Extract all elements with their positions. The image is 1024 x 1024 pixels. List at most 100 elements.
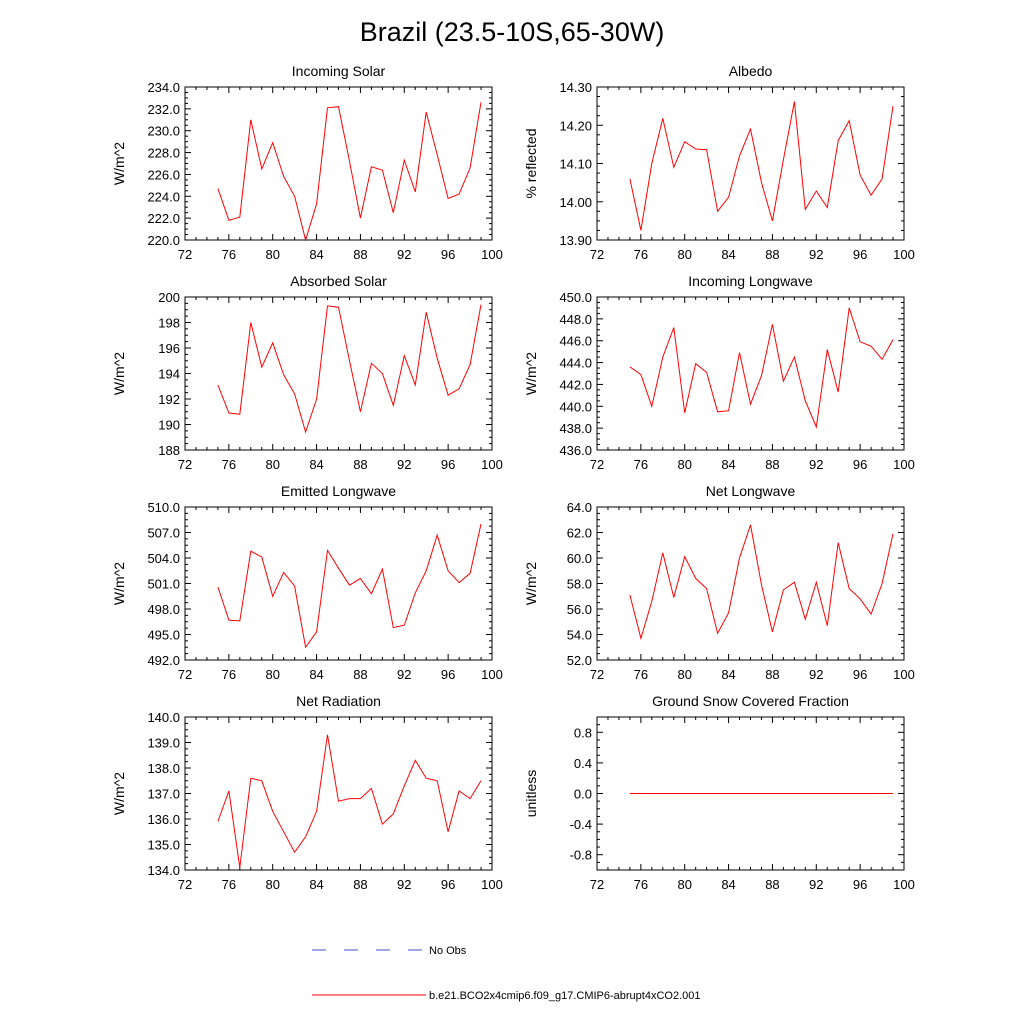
y-tick-label: 498.0 [147,602,180,617]
x-tick-label: 92 [397,877,411,892]
y-tick-label: 198 [158,316,180,331]
x-tick-label: 72 [178,247,192,262]
panel-title: Net Longwave [706,483,796,499]
x-tick-label: 100 [893,667,915,682]
x-tick-label: 96 [441,247,455,262]
y-tick-label: 0.0 [574,787,592,802]
panel-ground-snow-covered-fraction: Ground Snow Covered Fraction 72 76 80 84 88 92… [523,693,915,892]
x-tick-label: 88 [353,247,367,262]
y-tick-label: -0.4 [570,817,592,832]
plot-frame [596,506,905,661]
y-tick-label: 501.0 [147,577,180,592]
x-tick-label: 88 [353,457,367,472]
y-tick-label: 52.0 [567,653,592,668]
x-tick-label: 80 [677,877,691,892]
x-tick-label: 92 [809,247,823,262]
plot-frame [184,86,493,241]
y-tick-label: 13.90 [559,233,592,248]
x-tick-label: 84 [721,667,735,682]
panel-title: Absorbed Solar [290,273,387,289]
panel-title: Albedo [729,63,773,79]
y-tick-label: 194 [158,367,180,382]
plot-frame [184,296,493,451]
x-tick-label: 80 [677,247,691,262]
x-tick-label: 76 [222,667,236,682]
panel-title: Emitted Longwave [281,483,396,499]
panel-emitted-longwave: Emitted Longwave 72 76 80 84 88 92 96 100 492.0 49… [111,483,503,682]
y-tick-label: 0.8 [574,725,592,740]
y-axis-label: W/m^2 [111,352,127,395]
y-tick-label: 230.0 [147,124,180,139]
y-axis-label: W/m^2 [111,142,127,185]
y-tick-label: 192 [158,392,180,407]
y-tick-label: 135.0 [147,838,180,853]
x-tick-label: 80 [265,667,279,682]
x-tick-label: 76 [222,247,236,262]
series-line [217,734,482,868]
x-tick-label: 92 [809,877,823,892]
y-tick-label: 14.20 [559,118,592,133]
x-tick-label: 96 [853,667,867,682]
panel-title: Net Radiation [296,693,381,709]
panel-title: Incoming Longwave [688,273,813,289]
y-tick-label: 492.0 [147,653,180,668]
x-tick-label: 88 [765,247,779,262]
x-tick-label: 96 [441,877,455,892]
panel-incoming-solar: Incoming Solar 72 76 80 84 88 92 96 100 220.0 222.… [111,63,503,262]
x-tick-label: 80 [677,457,691,472]
series-line [629,524,894,641]
x-tick-label: 100 [481,457,503,472]
x-tick-label: 88 [765,877,779,892]
x-tick-label: 80 [265,877,279,892]
x-tick-label: 84 [721,247,735,262]
x-tick-label: 100 [481,877,503,892]
x-tick-label: 84 [309,457,323,472]
figure-title: Brazil (23.5-10S,65-30W) [360,17,665,47]
y-tick-label: 190 [158,418,180,433]
x-tick-label: 96 [441,457,455,472]
series-line [217,523,482,649]
x-tick-label: 100 [893,877,915,892]
panel-absorbed-solar: Absorbed Solar 72 76 80 84 88 92 96 100 188 190 192… [111,273,503,472]
panel-albedo: Albedo 72 76 80 84 88 92 96 100 13.90 14.00 14.10 14… [523,63,915,262]
legend: No Obs b.e21.BCO2x4cmip6.f09_g17.CMIP6-a… [312,945,701,1002]
y-tick-label: 137.0 [147,787,180,802]
y-tick-label: 14.30 [559,80,592,95]
y-tick-label: 234.0 [147,80,180,95]
y-tick-label: 442.0 [559,377,592,392]
x-tick-label: 96 [853,247,867,262]
x-tick-label: 92 [809,667,823,682]
x-tick-label: 84 [721,457,735,472]
y-tick-label: 56.0 [567,602,592,617]
y-tick-label: 224.0 [147,189,180,204]
panel-title: Incoming Solar [292,63,386,79]
y-tick-label: 436.0 [559,443,592,458]
y-tick-label: 507.0 [147,526,180,541]
x-tick-label: 80 [677,667,691,682]
x-tick-label: 96 [853,457,867,472]
x-tick-label: 84 [309,877,323,892]
y-tick-label: 504.0 [147,551,180,566]
y-tick-label: 446.0 [559,334,592,349]
x-tick-label: 92 [809,457,823,472]
x-tick-label: 96 [853,877,867,892]
y-tick-label: 228.0 [147,146,180,161]
x-tick-label: 80 [265,247,279,262]
x-tick-label: 72 [178,667,192,682]
plot-frame [184,716,493,871]
x-tick-label: 76 [634,877,648,892]
y-axis-label: W/m^2 [523,562,539,605]
x-tick-label: 88 [765,667,779,682]
x-tick-label: 76 [634,457,648,472]
y-tick-label: 62.0 [567,526,592,541]
y-tick-label: 495.0 [147,628,180,643]
x-tick-label: 72 [590,247,604,262]
plot-frame [596,296,905,451]
x-tick-label: 80 [265,457,279,472]
series-line [217,304,482,434]
x-tick-label: 92 [397,667,411,682]
x-tick-label: 88 [353,877,367,892]
legend-label-no-obs: No Obs [429,945,467,957]
y-tick-label: 200 [158,290,180,305]
